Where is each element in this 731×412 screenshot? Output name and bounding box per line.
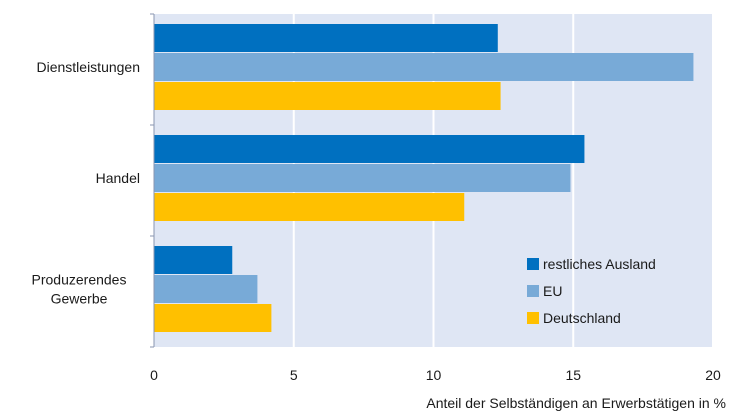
x-tick-label: 5 bbox=[290, 367, 298, 383]
legend: restliches Ausland EU Deutschland bbox=[527, 256, 656, 326]
x-tick-labels: 0 5 10 15 20 bbox=[150, 367, 721, 383]
legend-swatch bbox=[527, 258, 539, 270]
bar bbox=[154, 82, 501, 110]
category-labels: Dienstleistungen Handel Produzerendes Gewer… bbox=[32, 59, 140, 307]
legend-swatch bbox=[527, 285, 539, 297]
x-tick-label: 15 bbox=[565, 367, 581, 383]
category-label: Produzerendes Gewerbe bbox=[32, 272, 127, 307]
bar bbox=[154, 246, 233, 274]
bar bbox=[154, 193, 465, 221]
legend-label: restliches Ausland bbox=[543, 256, 656, 272]
bars bbox=[154, 24, 694, 332]
bar bbox=[154, 24, 498, 52]
bar bbox=[154, 53, 694, 81]
x-tick-label: 10 bbox=[426, 367, 442, 383]
x-axis-label: Anteil der Selbständigen an Erwerbstätig… bbox=[426, 395, 726, 411]
bar bbox=[154, 275, 258, 303]
legend-label: Deutschland bbox=[543, 310, 621, 326]
bar bbox=[154, 304, 272, 332]
category-label: Dienstleistungen bbox=[36, 59, 140, 75]
x-tick-label: 20 bbox=[705, 367, 721, 383]
x-tick-label: 0 bbox=[150, 367, 158, 383]
bar bbox=[154, 164, 571, 192]
category-axis bbox=[150, 13, 155, 348]
bar bbox=[154, 135, 585, 163]
legend-label: EU bbox=[543, 283, 562, 299]
category-label: Handel bbox=[96, 170, 140, 186]
legend-swatch bbox=[527, 312, 539, 324]
